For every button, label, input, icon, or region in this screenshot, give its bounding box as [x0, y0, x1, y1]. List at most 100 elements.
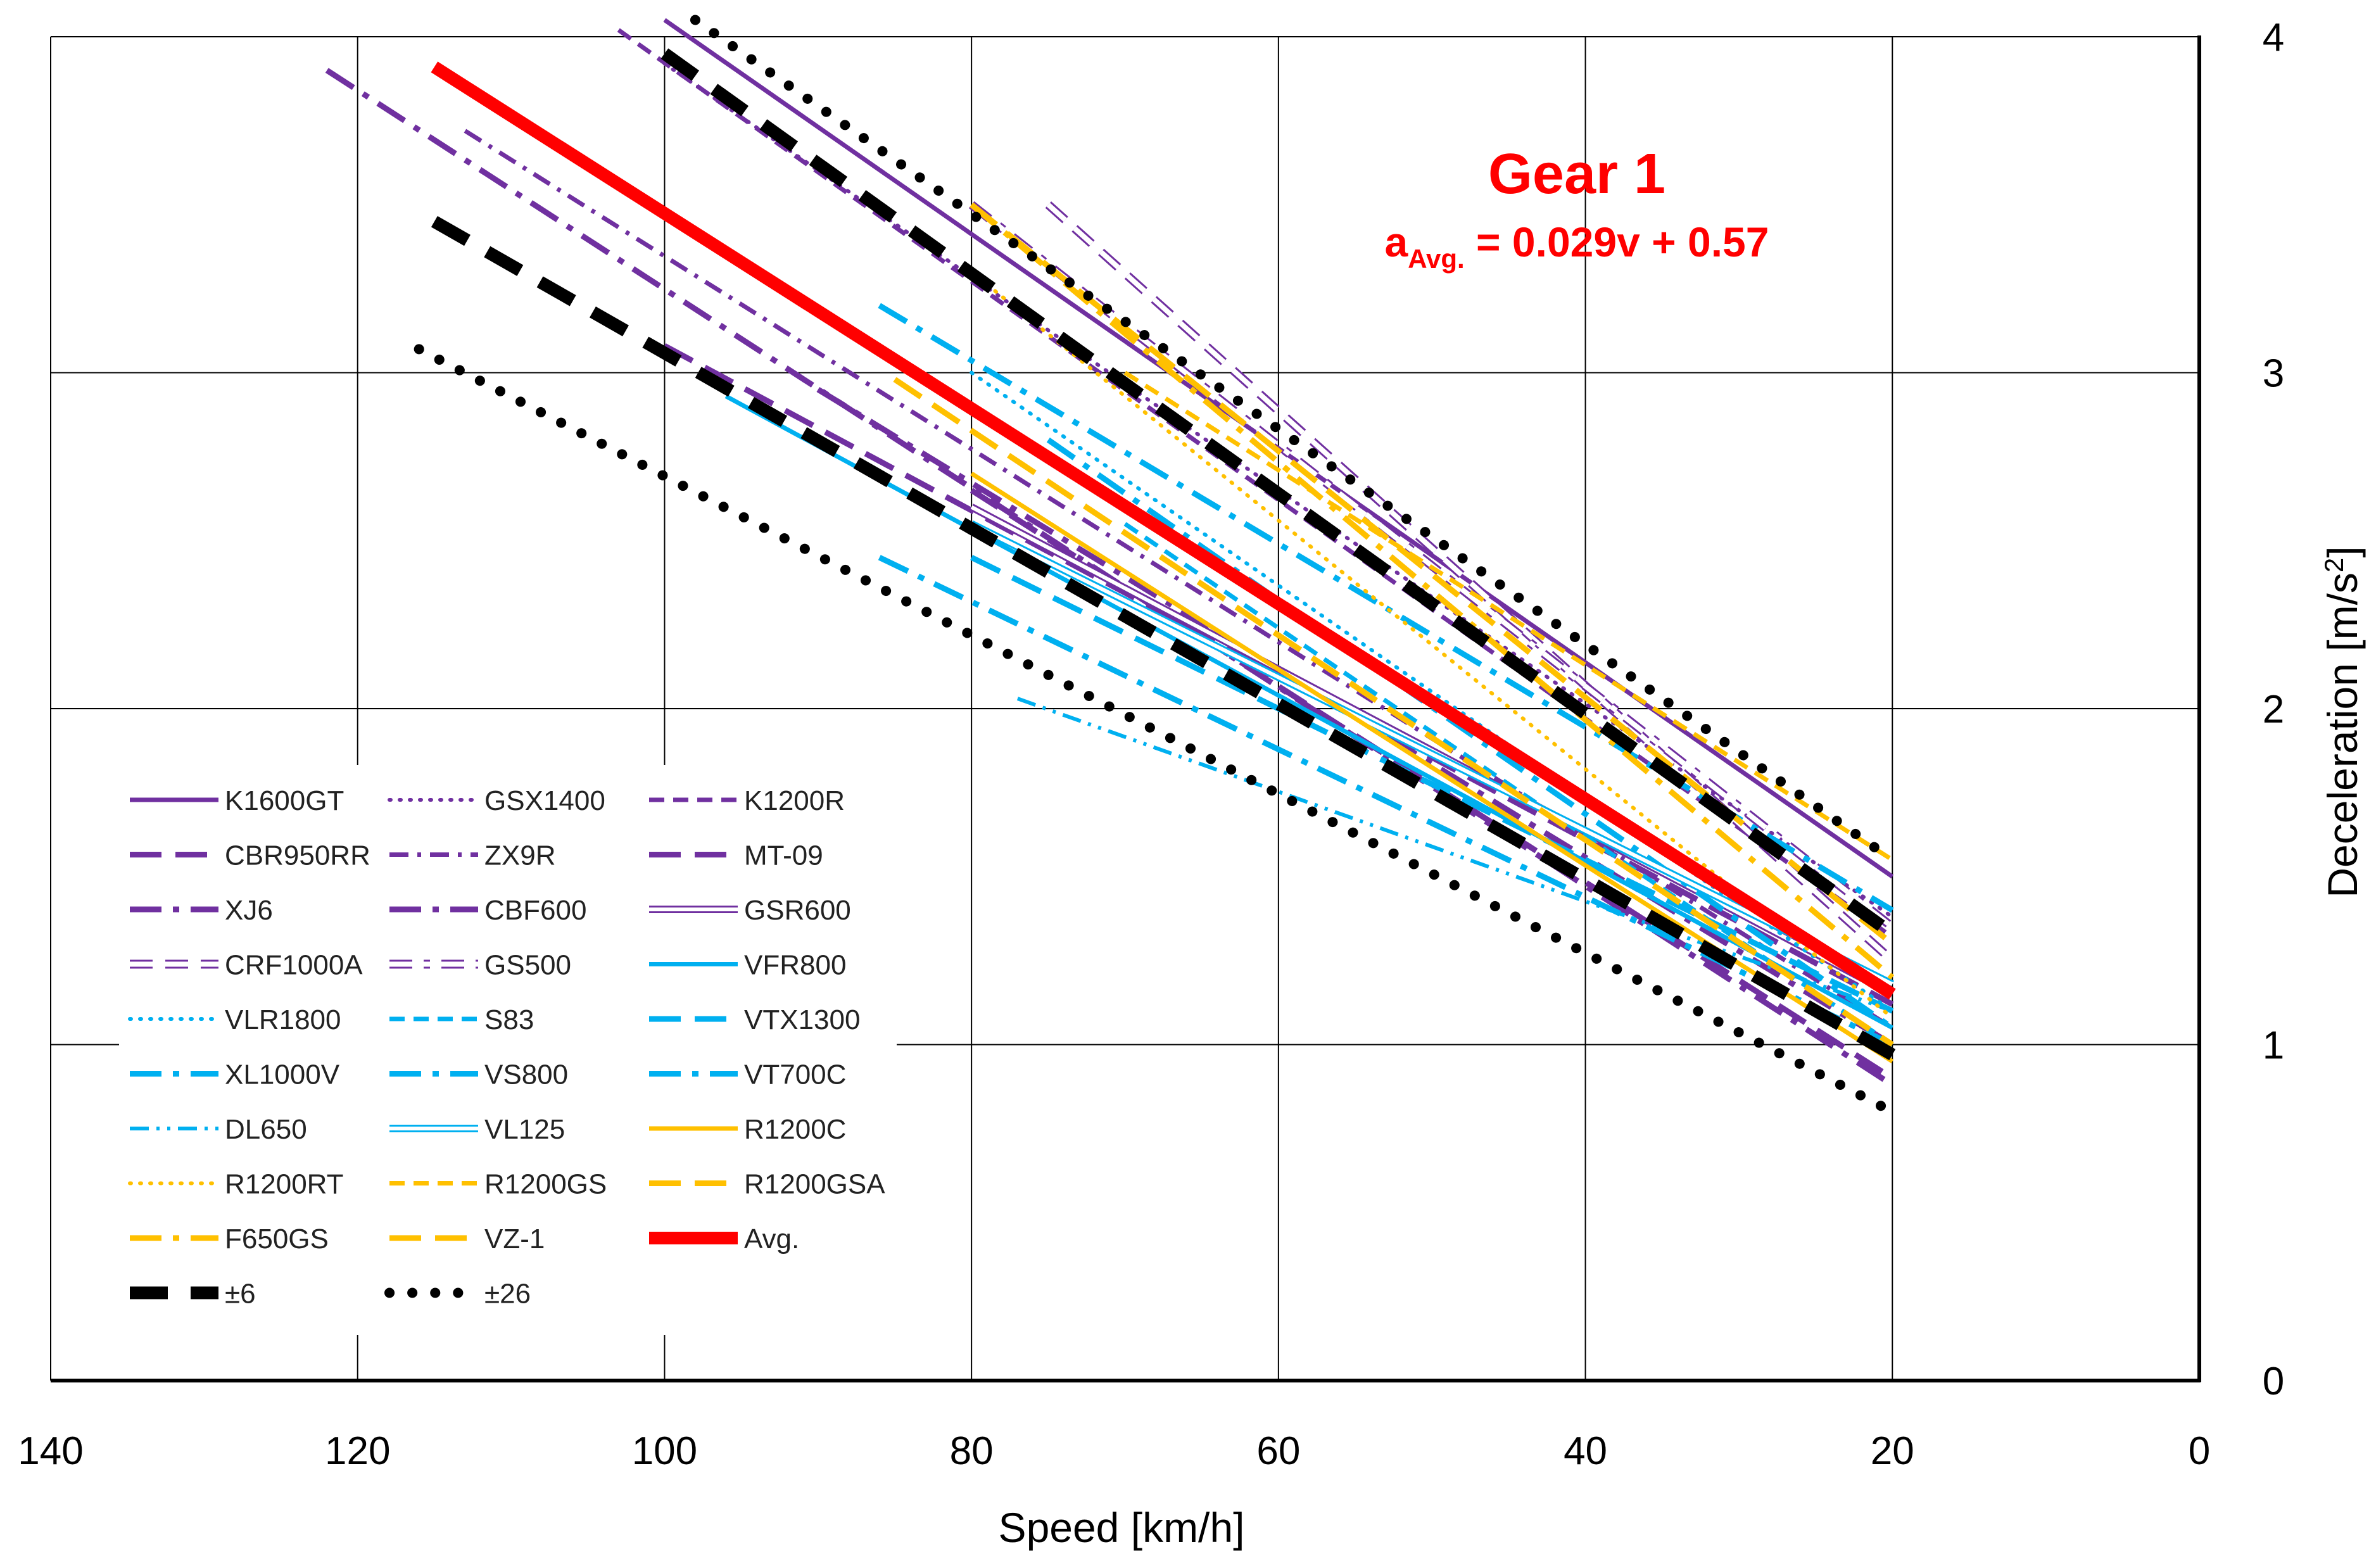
- legend-item-MT-09: MT-09: [649, 840, 823, 871]
- series-R1200GS-line: [1123, 370, 1894, 862]
- legend-label: XL1000V: [225, 1059, 340, 1091]
- legend-item-Avg.: Avg.: [649, 1223, 799, 1255]
- series-R1200GS: [1123, 370, 1894, 862]
- series-±6: [431, 48, 1897, 1061]
- legend-item-VS800: VS800: [389, 1059, 568, 1091]
- y-tick-label: 2: [2263, 688, 2284, 731]
- series-DL650-line: [1016, 697, 1893, 1013]
- legend-label: XJ6: [225, 895, 273, 926]
- plot-lines: [325, 15, 1898, 1117]
- legend-item-VTX1300: VTX1300: [649, 1004, 860, 1035]
- series-Avg.: [431, 61, 1896, 1000]
- x-axis-title: Speed [km/h]: [999, 1504, 1245, 1551]
- series-R1200C: [970, 471, 1894, 1063]
- legend-item-ZX9R: ZX9R: [389, 840, 555, 871]
- series-F650GS: [970, 202, 1895, 980]
- legend-item-VT700C: VT700C: [649, 1059, 846, 1091]
- series-F650GS-line: [970, 202, 1895, 980]
- legend-item-VL125: VL125: [389, 1114, 565, 1145]
- legend-label: VLR1800: [225, 1004, 341, 1035]
- legend-label: DL650: [225, 1114, 307, 1145]
- legend-label: K1600GT: [225, 785, 344, 816]
- series-VTX1300-line: [970, 555, 1894, 1014]
- legend-item-R1200C: R1200C: [649, 1114, 846, 1145]
- legend-label: MT-09: [744, 840, 823, 871]
- x-tick-label: 20: [1871, 1429, 1914, 1473]
- legend-item-VZ-1: VZ-1: [389, 1223, 545, 1255]
- legend-label: GSR600: [744, 895, 851, 926]
- legend-item-K1600GT: K1600GT: [130, 785, 344, 816]
- legend-label: GSX1400: [484, 785, 605, 816]
- x-tick-label: 120: [325, 1429, 390, 1473]
- series-±26-line: [414, 344, 1898, 1117]
- legend-label: ZX9R: [484, 840, 555, 871]
- series-VZ-1-line: [893, 377, 1894, 1047]
- series-±26-line-upper: [690, 15, 1898, 865]
- legend-label: CBF600: [484, 895, 586, 926]
- legend-label: VFR800: [744, 950, 846, 981]
- series-±26: [414, 15, 1898, 1117]
- legend-label: VTX1300: [744, 1004, 860, 1035]
- legend-label: F650GS: [225, 1223, 329, 1255]
- legend-item-XJ6: XJ6: [130, 895, 273, 926]
- legend-label: VS800: [484, 1059, 568, 1091]
- legend-label: R1200GS: [484, 1169, 607, 1200]
- legend-label: R1200RT: [225, 1169, 344, 1200]
- series-XL1000V-line: [878, 555, 1894, 1047]
- gear-annotation: Gear 1 aAvg. = 0.029v + 0.57: [1385, 142, 1769, 274]
- y-tick-label: 0: [2263, 1360, 2284, 1403]
- series-±6-line: [431, 216, 1896, 1061]
- legend-item-VLR1800: VLR1800: [128, 1004, 341, 1035]
- eq-rest: = 0.029v + 0.57: [1465, 218, 1769, 265]
- y-axis-title: Deceleration [m/s2]: [2319, 546, 2366, 897]
- eq-a: a: [1385, 218, 1409, 265]
- legend-label: R1200C: [744, 1114, 846, 1145]
- gear-title: Gear 1: [1488, 142, 1665, 206]
- x-tick-label: 60: [1256, 1429, 1300, 1473]
- legend-item-VFR800: VFR800: [649, 950, 846, 981]
- x-tick-label: 0: [2189, 1429, 2210, 1473]
- series-VT700C-line: [1046, 437, 1894, 1030]
- series-R1200C-line: [970, 471, 1894, 1063]
- y-tick-label: 3: [2263, 352, 2284, 396]
- legend-box: [119, 765, 897, 1335]
- legend-item-XL1000V: XL1000V: [130, 1059, 340, 1091]
- legend-item-GSR600: GSR600: [649, 895, 851, 926]
- legend-label: S83: [484, 1004, 534, 1035]
- x-tick-label: 80: [950, 1429, 994, 1473]
- legend: K1600GT GSX1400 K1200R CBR950RR ZX9R MT-09 XJ6…: [119, 765, 897, 1335]
- y-axis-title-sup: 2: [2319, 558, 2349, 572]
- legend-item-CRF1000A: CRF1000A: [130, 950, 363, 981]
- legend-label: CBR950RR: [225, 840, 370, 871]
- legend-item-R1200GSA: R1200GSA: [649, 1169, 885, 1200]
- series-XL1000V: [878, 555, 1894, 1047]
- legend-item-R1200GS: R1200GS: [389, 1169, 607, 1200]
- legend-label: VZ-1: [484, 1223, 545, 1255]
- x-tick-label: 100: [632, 1429, 697, 1473]
- x-tick-label: 140: [18, 1429, 83, 1473]
- axes: [51, 35, 2201, 1382]
- y-axis-title-close: ]: [2319, 546, 2366, 557]
- legend-item-DL650: DL650: [130, 1114, 307, 1145]
- legend-item-S83: S83: [389, 1004, 534, 1035]
- legend-item-CBR950RR: CBR950RR: [130, 840, 370, 871]
- legend-label: GS500: [484, 950, 571, 981]
- legend-item-±26: ±26: [384, 1279, 531, 1310]
- legend-label: ±26: [484, 1279, 531, 1310]
- y-axis-title-main: Deceleration [m/s: [2319, 572, 2366, 898]
- series-VT700C: [1046, 437, 1894, 1030]
- series-VTX1300: [970, 555, 1894, 1014]
- legend-label: CRF1000A: [225, 950, 363, 981]
- series-DL650: [1016, 697, 1893, 1013]
- series-VZ-1: [893, 377, 1894, 1047]
- legend-item-GS500: GS500: [389, 950, 571, 981]
- legend-item-GSX1400: GSX1400: [388, 785, 605, 816]
- legend-label: VT700C: [744, 1059, 846, 1091]
- legend-label: R1200GSA: [744, 1169, 885, 1200]
- tick-labels: 140 120 100 80 60 40 20 0 0 1 2 3 4: [18, 16, 2284, 1473]
- legend-label: K1200R: [744, 785, 845, 816]
- series-S83-line: [1123, 522, 1894, 1047]
- legend-label: VL125: [484, 1114, 565, 1145]
- series-Avg.-line: [431, 61, 1896, 1000]
